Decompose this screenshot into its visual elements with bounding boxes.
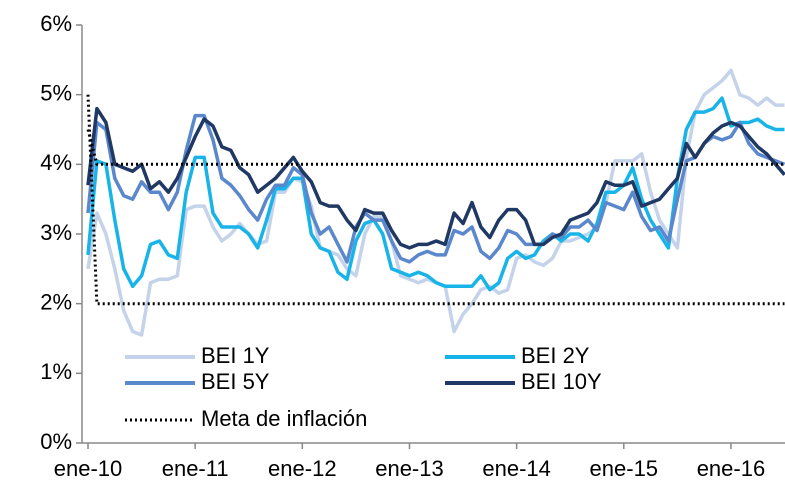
series-line [86,94,785,306]
y-tick-label: 0% [40,429,72,454]
series-line [86,106,785,250]
series-line [86,113,785,264]
series-line [86,68,785,337]
x-tick-label: ene-11 [162,456,229,481]
series-line [86,129,785,166]
plot-area [86,68,785,337]
series-line [86,96,785,292]
x-tick-label: ene-16 [697,456,766,481]
legend-label: BEI 2Y [521,343,590,368]
y-tick-label: 3% [40,220,72,245]
y-tick-label: 2% [40,289,72,314]
legend-label: BEI 5Y [201,369,270,394]
x-tick-label: ene-15 [590,456,659,481]
x-tick-label: ene-13 [375,456,444,481]
y-tick-label: 4% [40,150,72,175]
y-tick-label: 5% [40,80,72,105]
legend-label: BEI 10Y [521,369,602,394]
x-tick-label: ene-12 [268,456,337,481]
legend-label: Meta de inflación [201,406,367,431]
y-tick-label: 1% [40,359,72,384]
y-tick-label: 6% [40,11,72,36]
legend-label: BEI 1Y [201,343,270,368]
x-tick-label: ene-14 [482,456,551,481]
x-tick-label: ene-10 [54,456,123,481]
